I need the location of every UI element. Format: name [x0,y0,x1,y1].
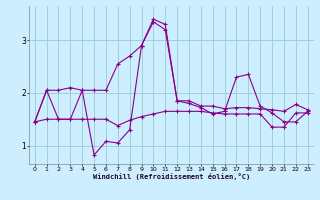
X-axis label: Windchill (Refroidissement éolien,°C): Windchill (Refroidissement éolien,°C) [92,173,250,180]
